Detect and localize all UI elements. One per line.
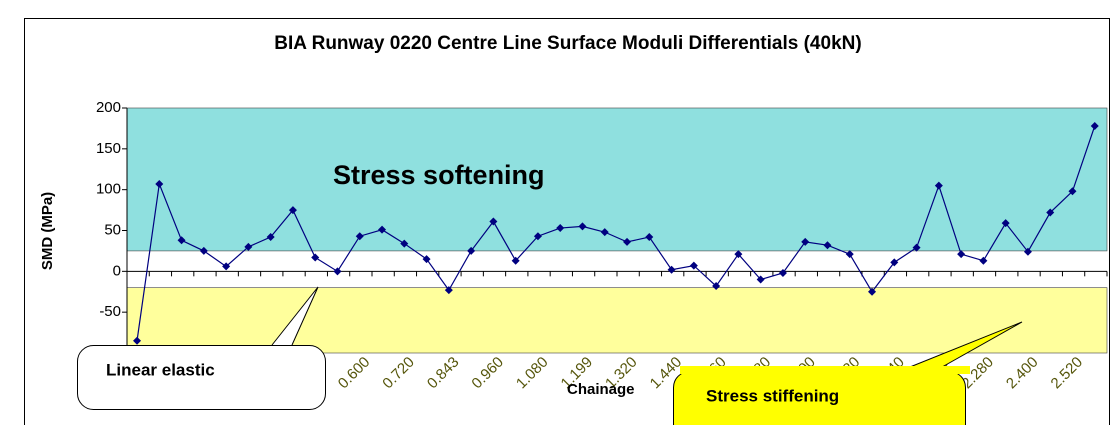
chart-title: BIA Runway 0220 Centre Line Surface Modu… (274, 33, 861, 54)
data-point (912, 243, 921, 252)
data-point (623, 237, 632, 246)
data-point (400, 239, 409, 248)
data-point (1046, 208, 1055, 217)
y-tick-label: 150 (96, 140, 121, 157)
data-point (533, 232, 542, 241)
data-point (868, 287, 877, 296)
callout-pointer (271, 286, 319, 346)
band-label: Stress softening (333, 160, 545, 190)
data-point (1001, 219, 1010, 228)
data-point (890, 258, 899, 267)
data-point (444, 286, 453, 295)
data-point (511, 256, 520, 265)
callout-pointer (899, 321, 1023, 372)
y-tick-label: 0 (113, 262, 121, 279)
data-point (311, 253, 320, 262)
data-point (1090, 121, 1099, 130)
data-point (600, 228, 609, 237)
data-point (222, 262, 231, 271)
data-point (667, 265, 676, 274)
data-point (1068, 187, 1077, 196)
data-point (712, 282, 721, 291)
data-point (244, 242, 253, 251)
series-line (136, 125, 1096, 341)
y-tick-label: 50 (104, 221, 121, 238)
data-point (177, 236, 186, 245)
callout-stiffening: Stress stiffening (673, 321, 1023, 425)
data-point (734, 250, 743, 259)
x-axis-label: Chainage (567, 381, 635, 398)
data-point (801, 237, 810, 246)
annotation: Stress stiffening (706, 386, 839, 405)
band (126, 107, 1108, 252)
data-point (199, 246, 208, 255)
data-point (133, 336, 142, 345)
data-point (756, 275, 765, 284)
data-point (378, 225, 387, 234)
y-tick-label: 200 (96, 99, 121, 116)
callout-linear: Linear elastic (77, 286, 326, 410)
data-point (467, 246, 476, 255)
data-point (778, 268, 787, 277)
data-point (266, 233, 275, 242)
y-tick-label: 100 (96, 181, 121, 198)
data-point (422, 255, 431, 264)
data-point (689, 261, 698, 270)
data-point (355, 232, 364, 241)
data-point (578, 222, 587, 231)
data-point (489, 217, 498, 226)
data-point (845, 250, 854, 259)
data-point (823, 241, 832, 250)
data-point (1023, 247, 1032, 256)
data-point (934, 181, 943, 190)
data-point (333, 267, 342, 276)
annotation: Linear elastic (106, 360, 215, 379)
data-point (957, 250, 966, 259)
data-point (979, 256, 988, 265)
data-point (288, 206, 297, 215)
callout-fill (680, 366, 970, 374)
data-point (155, 179, 164, 188)
data-point (645, 233, 654, 242)
y-axis-label: SMD (MPa) (39, 192, 56, 270)
callout-box (77, 345, 326, 410)
y-tick-label: -50 (99, 303, 121, 320)
data-point (556, 224, 565, 233)
